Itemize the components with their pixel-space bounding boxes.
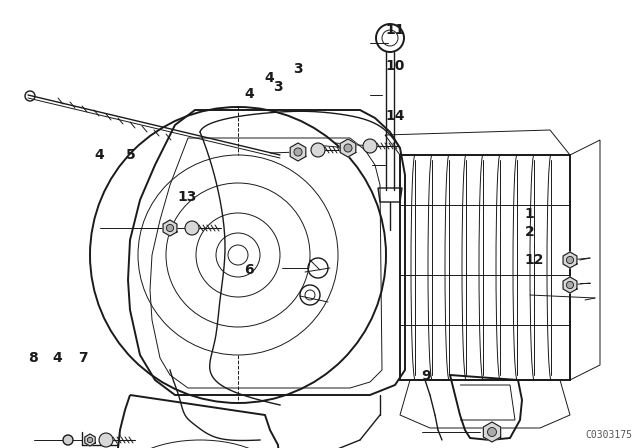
- Circle shape: [344, 144, 352, 152]
- Circle shape: [488, 427, 497, 436]
- Polygon shape: [563, 252, 577, 268]
- Polygon shape: [290, 143, 306, 161]
- Text: 2: 2: [525, 225, 534, 239]
- Text: 1: 1: [525, 207, 534, 221]
- Text: 11: 11: [385, 23, 404, 38]
- Circle shape: [87, 437, 93, 443]
- Text: 3: 3: [273, 80, 284, 95]
- Polygon shape: [163, 220, 177, 236]
- Circle shape: [166, 224, 173, 232]
- Text: 8: 8: [28, 351, 38, 366]
- Text: 9: 9: [421, 369, 431, 383]
- Text: 4: 4: [94, 147, 104, 162]
- Circle shape: [566, 256, 573, 263]
- Polygon shape: [85, 434, 95, 446]
- Text: 12: 12: [525, 253, 544, 267]
- Text: 4: 4: [264, 71, 274, 86]
- Text: 4: 4: [52, 351, 63, 366]
- Circle shape: [63, 435, 73, 445]
- Circle shape: [566, 281, 573, 289]
- Circle shape: [99, 433, 113, 447]
- Circle shape: [294, 148, 302, 156]
- Polygon shape: [340, 139, 356, 157]
- Polygon shape: [563, 277, 577, 293]
- Circle shape: [185, 221, 199, 235]
- Polygon shape: [483, 422, 500, 442]
- Text: 5: 5: [126, 147, 136, 162]
- Text: 7: 7: [78, 351, 88, 366]
- Circle shape: [311, 143, 325, 157]
- Text: C0303175: C0303175: [585, 430, 632, 440]
- Text: 3: 3: [292, 62, 303, 77]
- Text: 10: 10: [385, 59, 404, 73]
- Text: 6: 6: [244, 263, 254, 277]
- Text: 4: 4: [244, 87, 255, 101]
- Text: 13: 13: [178, 190, 197, 204]
- Text: 14: 14: [385, 109, 404, 124]
- Circle shape: [363, 139, 377, 153]
